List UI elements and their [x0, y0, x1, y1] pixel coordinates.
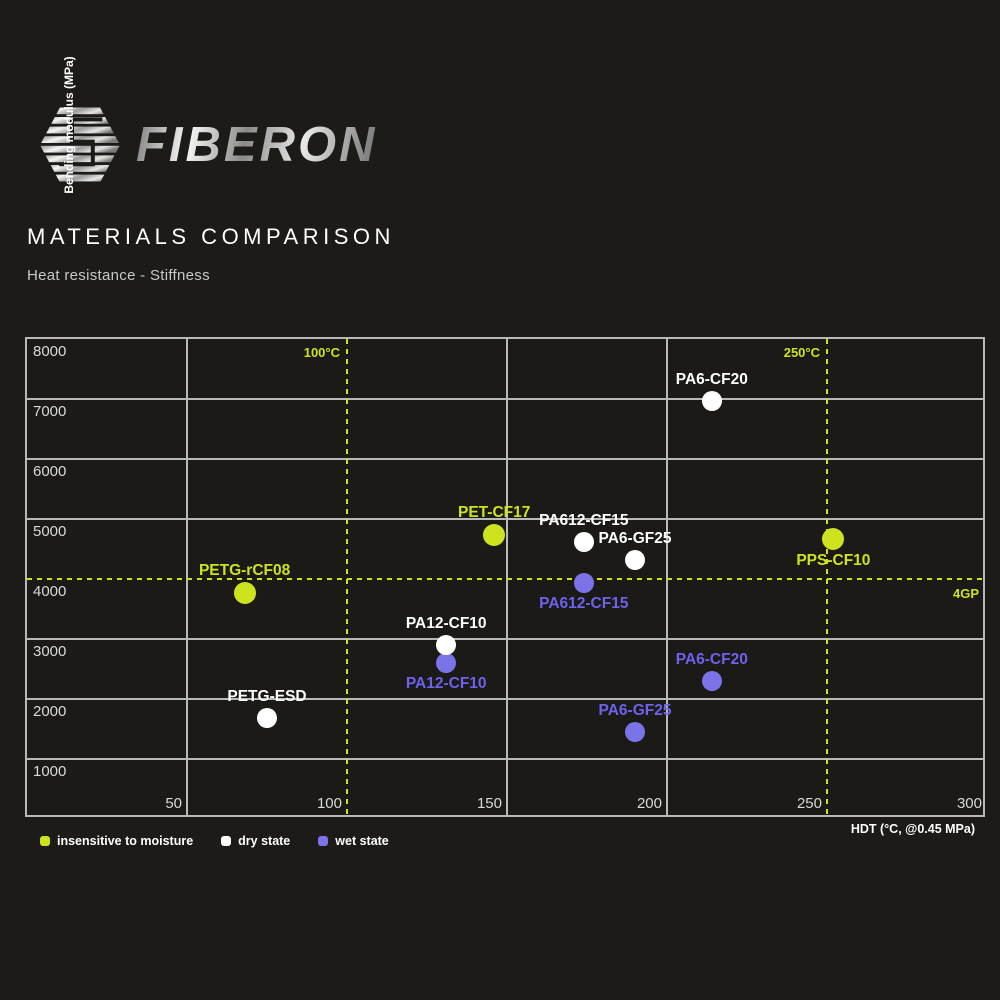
data-point-dot: [573, 573, 594, 594]
gridline-horizontal: [27, 758, 983, 760]
reference-line-250C: [826, 339, 828, 815]
reference-label: 100°C: [303, 345, 340, 360]
x-axis-title: HDT (°C, @0.45 MPa): [850, 822, 975, 836]
data-point-label: PETG-rCF08: [198, 562, 291, 580]
legend-item-insensitive: insensitive to moisture: [40, 834, 193, 848]
fiberon-logo-icon: [40, 107, 120, 182]
data-point-dot: [822, 528, 845, 551]
y-tick-label: 3000: [33, 643, 67, 660]
gridline-vertical: [506, 339, 508, 815]
data-point-label: PA6-CF20: [675, 651, 748, 668]
data-point-label: PETG-ESD: [227, 688, 307, 706]
gridline-vertical: [186, 339, 188, 815]
data-point-label: PA6-GF25: [598, 529, 672, 547]
data-point-dot: [701, 390, 722, 411]
data-point-label: PA612-CF15: [539, 595, 629, 613]
legend-item-wet: wet state: [318, 834, 389, 848]
data-point-label: PA6-GF25: [598, 702, 672, 719]
brand-name: FIBERON: [136, 117, 378, 172]
brand-header: FIBERON: [40, 102, 378, 188]
data-point-label: PA12-CF10: [405, 675, 487, 692]
y-tick-label: 2000: [33, 703, 67, 720]
y-tick-label: 1000: [33, 763, 67, 780]
data-point-dot: [573, 532, 594, 553]
data-point-label: PA12-CF10: [405, 615, 487, 632]
y-tick-label: 8000: [33, 343, 67, 360]
y-tick-label: 5000: [33, 523, 67, 540]
reference-label: 250°C: [783, 345, 820, 360]
gridline-horizontal: [27, 638, 983, 640]
gridline-vertical: [666, 339, 668, 815]
x-tick-label: 100: [316, 795, 342, 812]
reference-line-100C: [346, 339, 348, 815]
scatter-plot-area: 1000 2000 3000 4000 5000 6000 7000 8000 50 100 150…: [25, 337, 985, 817]
legend-label: wet state: [335, 834, 389, 848]
page-title: MATERIALS COMPARISON: [27, 224, 395, 249]
legend-label: dry state: [238, 834, 291, 848]
y-tick-label: 6000: [33, 463, 67, 480]
gridline-horizontal: [27, 698, 983, 700]
y-tick-label: 4000: [33, 583, 67, 600]
page-subtitle: Heat resistance - Stiffness: [27, 267, 210, 284]
x-tick-label: 50: [165, 795, 182, 812]
data-point-label: PA6-CF20: [675, 370, 748, 388]
legend-swatch-dry: [221, 836, 232, 846]
data-point-dot: [436, 635, 457, 655]
y-axis-title: Bending modulus (MPa): [62, 56, 76, 194]
legend-swatch-insensitive: [40, 836, 50, 846]
gridline-horizontal: [27, 398, 983, 400]
y-tick-label: 7000: [33, 403, 67, 420]
x-tick-label: 250: [796, 795, 822, 812]
data-point-dot: [436, 653, 457, 673]
gridline-horizontal: [27, 458, 983, 460]
x-tick-label: 200: [636, 795, 662, 812]
data-point-dot: [625, 722, 645, 742]
reference-line-4GP: [27, 578, 983, 580]
legend-label: insensitive to moisture: [57, 834, 194, 848]
data-point-dot: [701, 671, 722, 691]
data-point-dot: [233, 582, 256, 605]
reference-label: 4GP: [952, 586, 979, 601]
x-tick-label: 300: [956, 795, 982, 812]
data-point-dot: [257, 708, 277, 729]
data-point-label: PET-CF17: [458, 503, 531, 521]
data-point-dot: [625, 549, 645, 570]
data-point-label: PPS-CF10: [796, 552, 871, 570]
data-point-label: PA612-CF15: [539, 512, 629, 530]
x-tick-label: 150: [476, 795, 502, 812]
legend-swatch-wet: [318, 836, 329, 846]
data-point-dot: [483, 523, 506, 546]
legend-item-dry: dry state: [221, 834, 290, 848]
gridline-horizontal: [27, 518, 983, 520]
chart-legend: insensitive to moisture dry state wet stat…: [40, 834, 389, 848]
